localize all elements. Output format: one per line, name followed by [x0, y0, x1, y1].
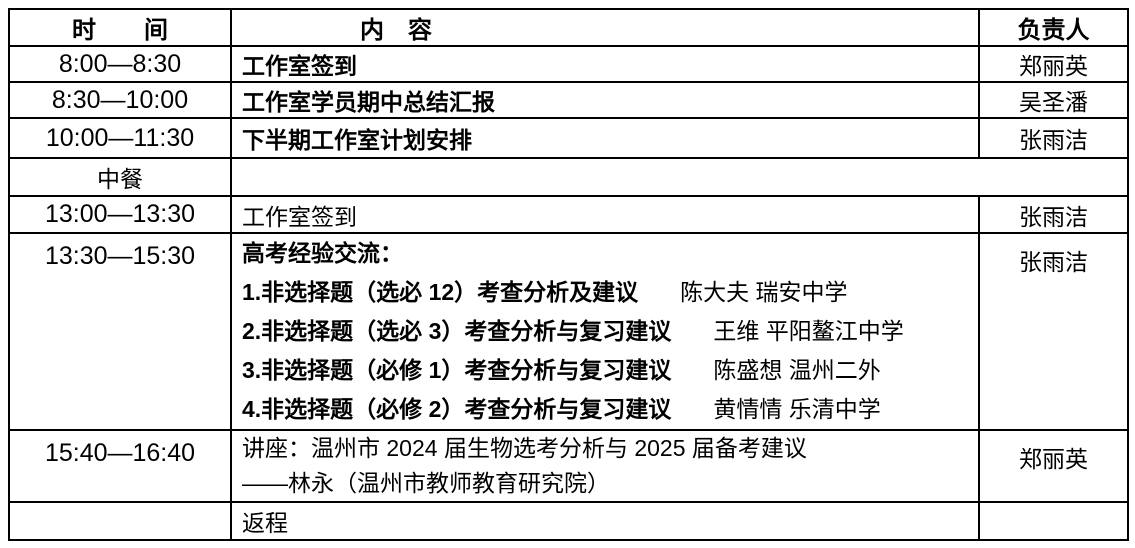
talk-item: 1.非选择题（选必 12）考查分析及建议 陈大夫 瑞安中学 — [242, 273, 977, 312]
content-cell: 工作室学员期中总结汇报 — [230, 81, 980, 119]
person-cell: 张雨洁 — [978, 232, 1129, 431]
time-cell: 13:00—13:30 — [8, 195, 232, 234]
talks-title: 高考经验交流： — [242, 235, 977, 273]
table-row: 10:00—11:30 下半期工作室计划安排 张雨洁 — [8, 117, 1129, 159]
header-person: 负责人 — [978, 8, 1129, 47]
talk-speaker: 黄情情 乐清中学 — [713, 396, 881, 422]
content-cell: 高考经验交流： 1.非选择题（选必 12）考查分析及建议 陈大夫 瑞安中学 2.非… — [230, 232, 980, 431]
content-cell: 下半期工作室计划安排 — [230, 117, 980, 159]
person-cell: 吴圣潘 — [978, 81, 1129, 119]
time-cell: 15:40—16:40 — [8, 429, 232, 503]
content-cell: 讲座：温州市 2024 届生物选考分析与 2025 届备考建议 ——林永（温州市… — [230, 429, 980, 503]
header-row: 时 间 内 容 负责人 — [8, 8, 1129, 47]
schedule-table: 时 间 内 容 负责人 8:00—8:30 工作室签到 郑丽英 8:30—10:… — [8, 8, 1129, 541]
time-cell: 中餐 — [8, 157, 232, 197]
talk-speaker: 王维 平阳鳌江中学 — [713, 318, 904, 344]
time-cell: 8:00—8:30 — [8, 45, 232, 83]
table-row: 8:30—10:00 工作室学员期中总结汇报 吴圣潘 — [8, 81, 1129, 119]
time-cell: 8:30—10:00 — [8, 81, 232, 119]
table-row-lecture: 15:40—16:40 讲座：温州市 2024 届生物选考分析与 2025 届备… — [8, 429, 1129, 503]
talk-item: 4.非选择题（必修 2）考查分析与复习建议 黄情情 乐清中学 — [242, 390, 977, 428]
table-row: 13:00—13:30 工作室签到 张雨洁 — [8, 195, 1129, 234]
table-row: 8:00—8:30 工作室签到 郑丽英 — [8, 45, 1129, 83]
talks-title-text: 高考经验交流： — [242, 240, 403, 266]
header-time: 时 间 — [8, 8, 232, 47]
person-cell — [978, 501, 1129, 541]
lecture-line-1: 讲座：温州市 2024 届生物选考分析与 2025 届备考建议 — [242, 435, 807, 461]
person-cell: 张雨洁 — [978, 117, 1129, 159]
talk-desc: 4.非选择题（必修 2）考查分析与复习建议 — [242, 396, 672, 422]
person-cell: 张雨洁 — [978, 195, 1129, 234]
header-content: 内 容 — [230, 8, 980, 47]
content-cell-merged — [230, 157, 1129, 197]
talk-speaker: 陈大夫 瑞安中学 — [680, 279, 848, 305]
person-cell: 郑丽英 — [978, 429, 1129, 503]
table-row-return: 返程 — [8, 501, 1129, 541]
table-row-exchange: 13:30—15:30 高考经验交流： 1.非选择题（选必 12）考查分析及建议… — [8, 232, 1129, 431]
lecture-line-2: ——林永（温州市教师教育研究院） — [242, 470, 610, 496]
content-cell: 工作室签到 — [230, 195, 980, 234]
time-cell: 13:30—15:30 — [8, 232, 232, 431]
talk-desc: 1.非选择题（选必 12）考查分析及建议 — [242, 279, 639, 305]
talk-item: 3.非选择题（必修 1）考查分析与复习建议 陈盛想 温州二外 — [242, 351, 977, 390]
talk-desc: 3.非选择题（必修 1）考查分析与复习建议 — [242, 357, 672, 383]
talk-speaker: 陈盛想 温州二外 — [713, 357, 881, 383]
talk-item: 2.非选择题（选必 3）考查分析与复习建议 王维 平阳鳌江中学 — [242, 312, 977, 351]
time-cell — [8, 501, 232, 541]
talk-desc: 2.非选择题（选必 3）考查分析与复习建议 — [242, 318, 672, 344]
time-cell: 10:00—11:30 — [8, 117, 232, 159]
content-cell: 返程 — [230, 501, 980, 541]
content-cell: 工作室签到 — [230, 45, 980, 83]
person-cell: 郑丽英 — [978, 45, 1129, 83]
table-row-lunch: 中餐 — [8, 157, 1129, 197]
